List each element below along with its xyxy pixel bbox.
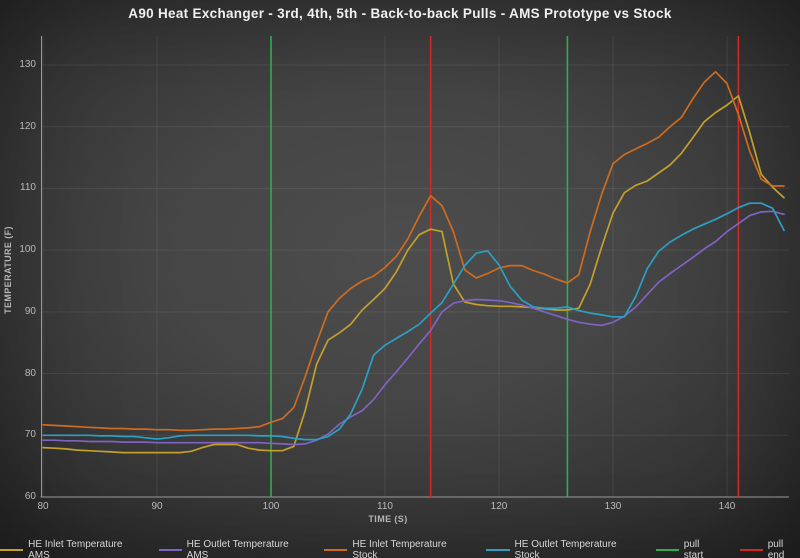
y-axis-title: TEMPERATURE (F) <box>3 226 13 314</box>
x-tick-label: 140 <box>718 501 736 512</box>
legend-item: HE Outlet Temperature AMS <box>158 539 304 558</box>
legend-item: HE Inlet Temperature AMS <box>0 539 138 558</box>
y-tick-label: 130 <box>19 59 36 70</box>
legend-item: HE Inlet Temperature Stock <box>324 539 465 558</box>
series-line <box>42 70 785 432</box>
legend-line-swatch <box>486 549 510 551</box>
x-tick-label: 90 <box>151 501 163 512</box>
y-tick-label: 90 <box>24 305 36 317</box>
series-line <box>42 95 785 454</box>
legend-line-swatch <box>0 549 24 551</box>
legend-item: pull start <box>655 539 719 558</box>
x-tick-label: 130 <box>604 501 622 512</box>
y-tick-label: 60 <box>24 491 36 502</box>
legend-line-swatch <box>324 549 348 551</box>
legend-item: HE Outlet Temperature Stock <box>486 539 634 558</box>
x-axis-title: TIME (S) <box>368 514 408 524</box>
legend: HE Inlet Temperature AMS HE Outlet Tempe… <box>0 539 800 558</box>
legend-label: pull start <box>683 539 704 558</box>
legend-label: HE Outlet Temperature Stock <box>514 539 617 558</box>
series-line <box>42 202 785 441</box>
y-tick-label: 70 <box>24 429 36 441</box>
legend-label: HE Inlet Temperature AMS <box>28 539 123 558</box>
legend-item: pull end <box>739 539 800 558</box>
y-tick-label: 120 <box>19 120 36 132</box>
x-tick-label: 80 <box>37 501 49 512</box>
legend-line-swatch <box>739 549 763 551</box>
y-tick-label: 80 <box>24 367 36 379</box>
series-line <box>42 210 785 446</box>
legend-label: HE Inlet Temperature Stock <box>352 539 447 558</box>
x-tick-label: 110 <box>377 501 393 512</box>
y-tick-label: 100 <box>19 244 36 256</box>
legend-line-swatch <box>158 549 182 551</box>
x-tick-label: 120 <box>490 501 508 512</box>
y-tick-label: 110 <box>20 182 36 194</box>
legend-label: pull end <box>767 539 785 558</box>
chart-title: A90 Heat Exchanger - 3rd, 4th, 5th - Bac… <box>128 6 672 21</box>
legend-label: HE Outlet Temperature AMS <box>186 539 289 558</box>
legend-line-swatch <box>655 549 679 551</box>
x-tick-label: 100 <box>262 501 280 512</box>
